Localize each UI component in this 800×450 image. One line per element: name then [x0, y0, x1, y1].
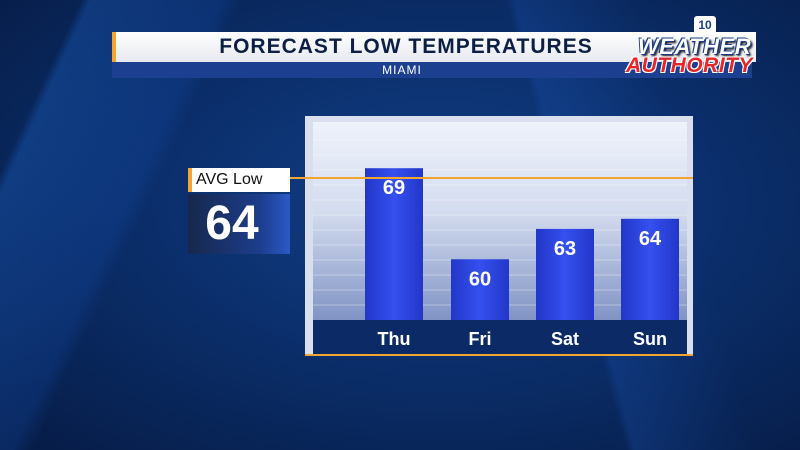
subtitle-bar: MIAMI — [112, 62, 752, 78]
category-band — [313, 320, 687, 354]
chart-title: FORECAST LOW TEMPERATURES — [219, 35, 593, 58]
bar-thu — [365, 168, 423, 320]
title-bar: FORECAST LOW TEMPERATURES — [112, 32, 756, 62]
data-label-sat: 63 — [554, 238, 576, 260]
bars-group: 69 60 63 64 — [365, 168, 679, 320]
data-label-fri: 60 — [469, 268, 491, 290]
avg-low-label: AVG Low — [188, 168, 290, 192]
bar-sat — [536, 228, 594, 320]
x-label-fri: Fri — [468, 329, 491, 349]
data-label-thu: 69 — [383, 177, 405, 199]
weather-authority-logo: 10 WEATHER AUTHORITY — [620, 14, 790, 80]
bar-fri — [451, 259, 509, 320]
x-label-thu: Thu — [378, 329, 411, 349]
x-label-sun: Sun — [633, 329, 667, 349]
station-badge: 10 — [694, 16, 716, 34]
avg-low-value: 64 — [188, 194, 290, 254]
logo-authority-text: AUTHORITY — [626, 54, 753, 77]
data-label-sun: 64 — [639, 228, 662, 250]
x-axis-labels: Thu Fri Sat Sun — [378, 329, 668, 349]
bar-sun — [621, 218, 679, 320]
chart-subtitle: MIAMI — [382, 63, 422, 77]
x-label-sat: Sat — [551, 329, 579, 349]
logo-weather-text: WEATHER — [638, 34, 752, 59]
